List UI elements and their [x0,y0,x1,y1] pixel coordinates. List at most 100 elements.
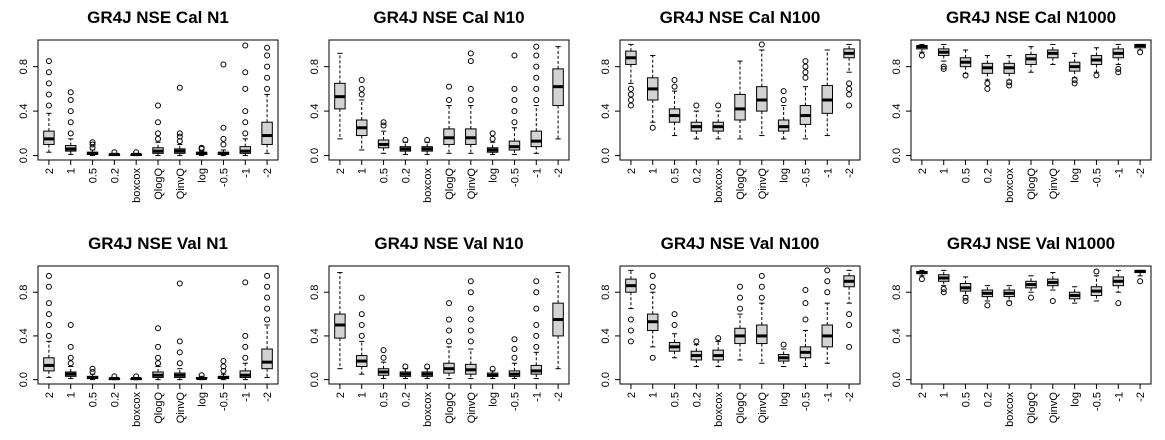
outlier [1137,49,1144,56]
outlier [533,343,540,350]
outlier [511,354,518,361]
outlier [467,327,474,334]
outlier [220,367,227,374]
outlier [467,338,474,345]
y-tick-label: 0.8 [891,59,903,74]
outlier [715,102,722,109]
outlier [1115,69,1122,76]
outlier [984,302,991,309]
x-tick-label: -2 [262,168,274,178]
outlier [467,289,474,296]
outlier [489,130,496,137]
x-tick-label: -1 [1113,168,1125,178]
outlier [198,144,205,151]
outlier [533,332,540,339]
outlier [45,91,52,98]
box [756,324,768,345]
outlier [67,322,74,328]
x-tick-label: 0.2 [691,392,703,407]
outlier [67,89,74,96]
x-tick-label: 2 [335,392,347,398]
outlier [1006,82,1013,89]
outlier [846,85,853,92]
y-tick-label: 0.8 [18,59,30,74]
x-tick-label: boxcox [422,168,434,203]
panel-title: GR4J NSE Cal N10 [373,8,524,27]
outlier [67,343,74,350]
x-tick-label: 0.2 [400,392,412,407]
x-tick-label: boxcox [1004,168,1016,203]
x-tick-label: -0.5 [218,168,230,187]
x-tick-label: -0.5 [218,392,230,411]
x-tick-label: 1 [648,392,660,398]
x-tick-label: 0.5 [670,168,682,183]
outlier [45,332,52,339]
outlier [446,338,452,345]
y-tick-label: 0.0 [309,148,321,163]
x-tick-label: -0.5 [800,392,812,411]
x-tick-label: -0.5 [1091,392,1103,411]
x-tick-label: -2 [262,392,274,402]
x-tick-label: 0.2 [982,168,994,183]
x-tick-label: boxcox [422,392,434,427]
outlier [511,85,518,92]
x-tick-label: log [197,168,209,183]
outlier [918,52,925,59]
outlier [693,338,700,345]
outlier [693,102,700,109]
outlier [962,294,969,301]
y-tick-label: 0.4 [600,103,612,118]
x-tick-label: QlogQ [444,168,456,200]
outlier [45,311,52,318]
outlier [45,102,52,109]
x-tick-label: -2 [1135,392,1147,402]
outlier [111,149,118,156]
x-tick-label: 1 [357,168,369,174]
x-tick-label: 0.2 [691,168,703,183]
outlier [846,311,853,318]
outlier [242,354,249,361]
outlier [467,85,474,92]
outlier [533,74,540,81]
x-tick-label: QlogQ [153,392,165,424]
outlier [242,108,249,115]
outlier [533,97,540,103]
outlier [358,311,365,318]
outlier [533,322,540,328]
outlier [176,138,183,145]
outlier [446,97,452,103]
outlier [220,124,227,131]
outlier [467,305,474,312]
outlier [358,294,365,301]
outlier [846,80,853,87]
outlier [802,316,809,323]
outlier [940,289,947,296]
x-tick-label: -0.5 [509,168,521,187]
outlier [649,272,656,279]
outlier [380,119,387,126]
y-tick-label: 0.0 [891,372,903,387]
outlier [780,88,787,95]
outlier [89,139,96,146]
outlier [45,58,52,65]
outlier [264,63,271,70]
outlier [824,289,831,296]
y-tick-label: 0.0 [600,148,612,163]
x-tick-label: 0.2 [982,392,994,407]
y-tick-label: 0.4 [18,328,30,343]
outlier [89,144,96,151]
outlier [264,44,271,51]
y-tick-label: 0.0 [309,372,321,387]
outlier [940,65,947,72]
outlier [67,97,74,103]
box [530,130,543,148]
outlier [45,69,52,76]
outlier [133,373,140,380]
outlier [155,102,161,109]
outlier [1049,297,1056,304]
outlier [649,124,656,131]
x-tick-label: 2 [44,168,56,174]
outlier [802,63,809,70]
panel-title: GR4J NSE Val N100 [661,234,820,253]
outlier [1115,65,1122,72]
